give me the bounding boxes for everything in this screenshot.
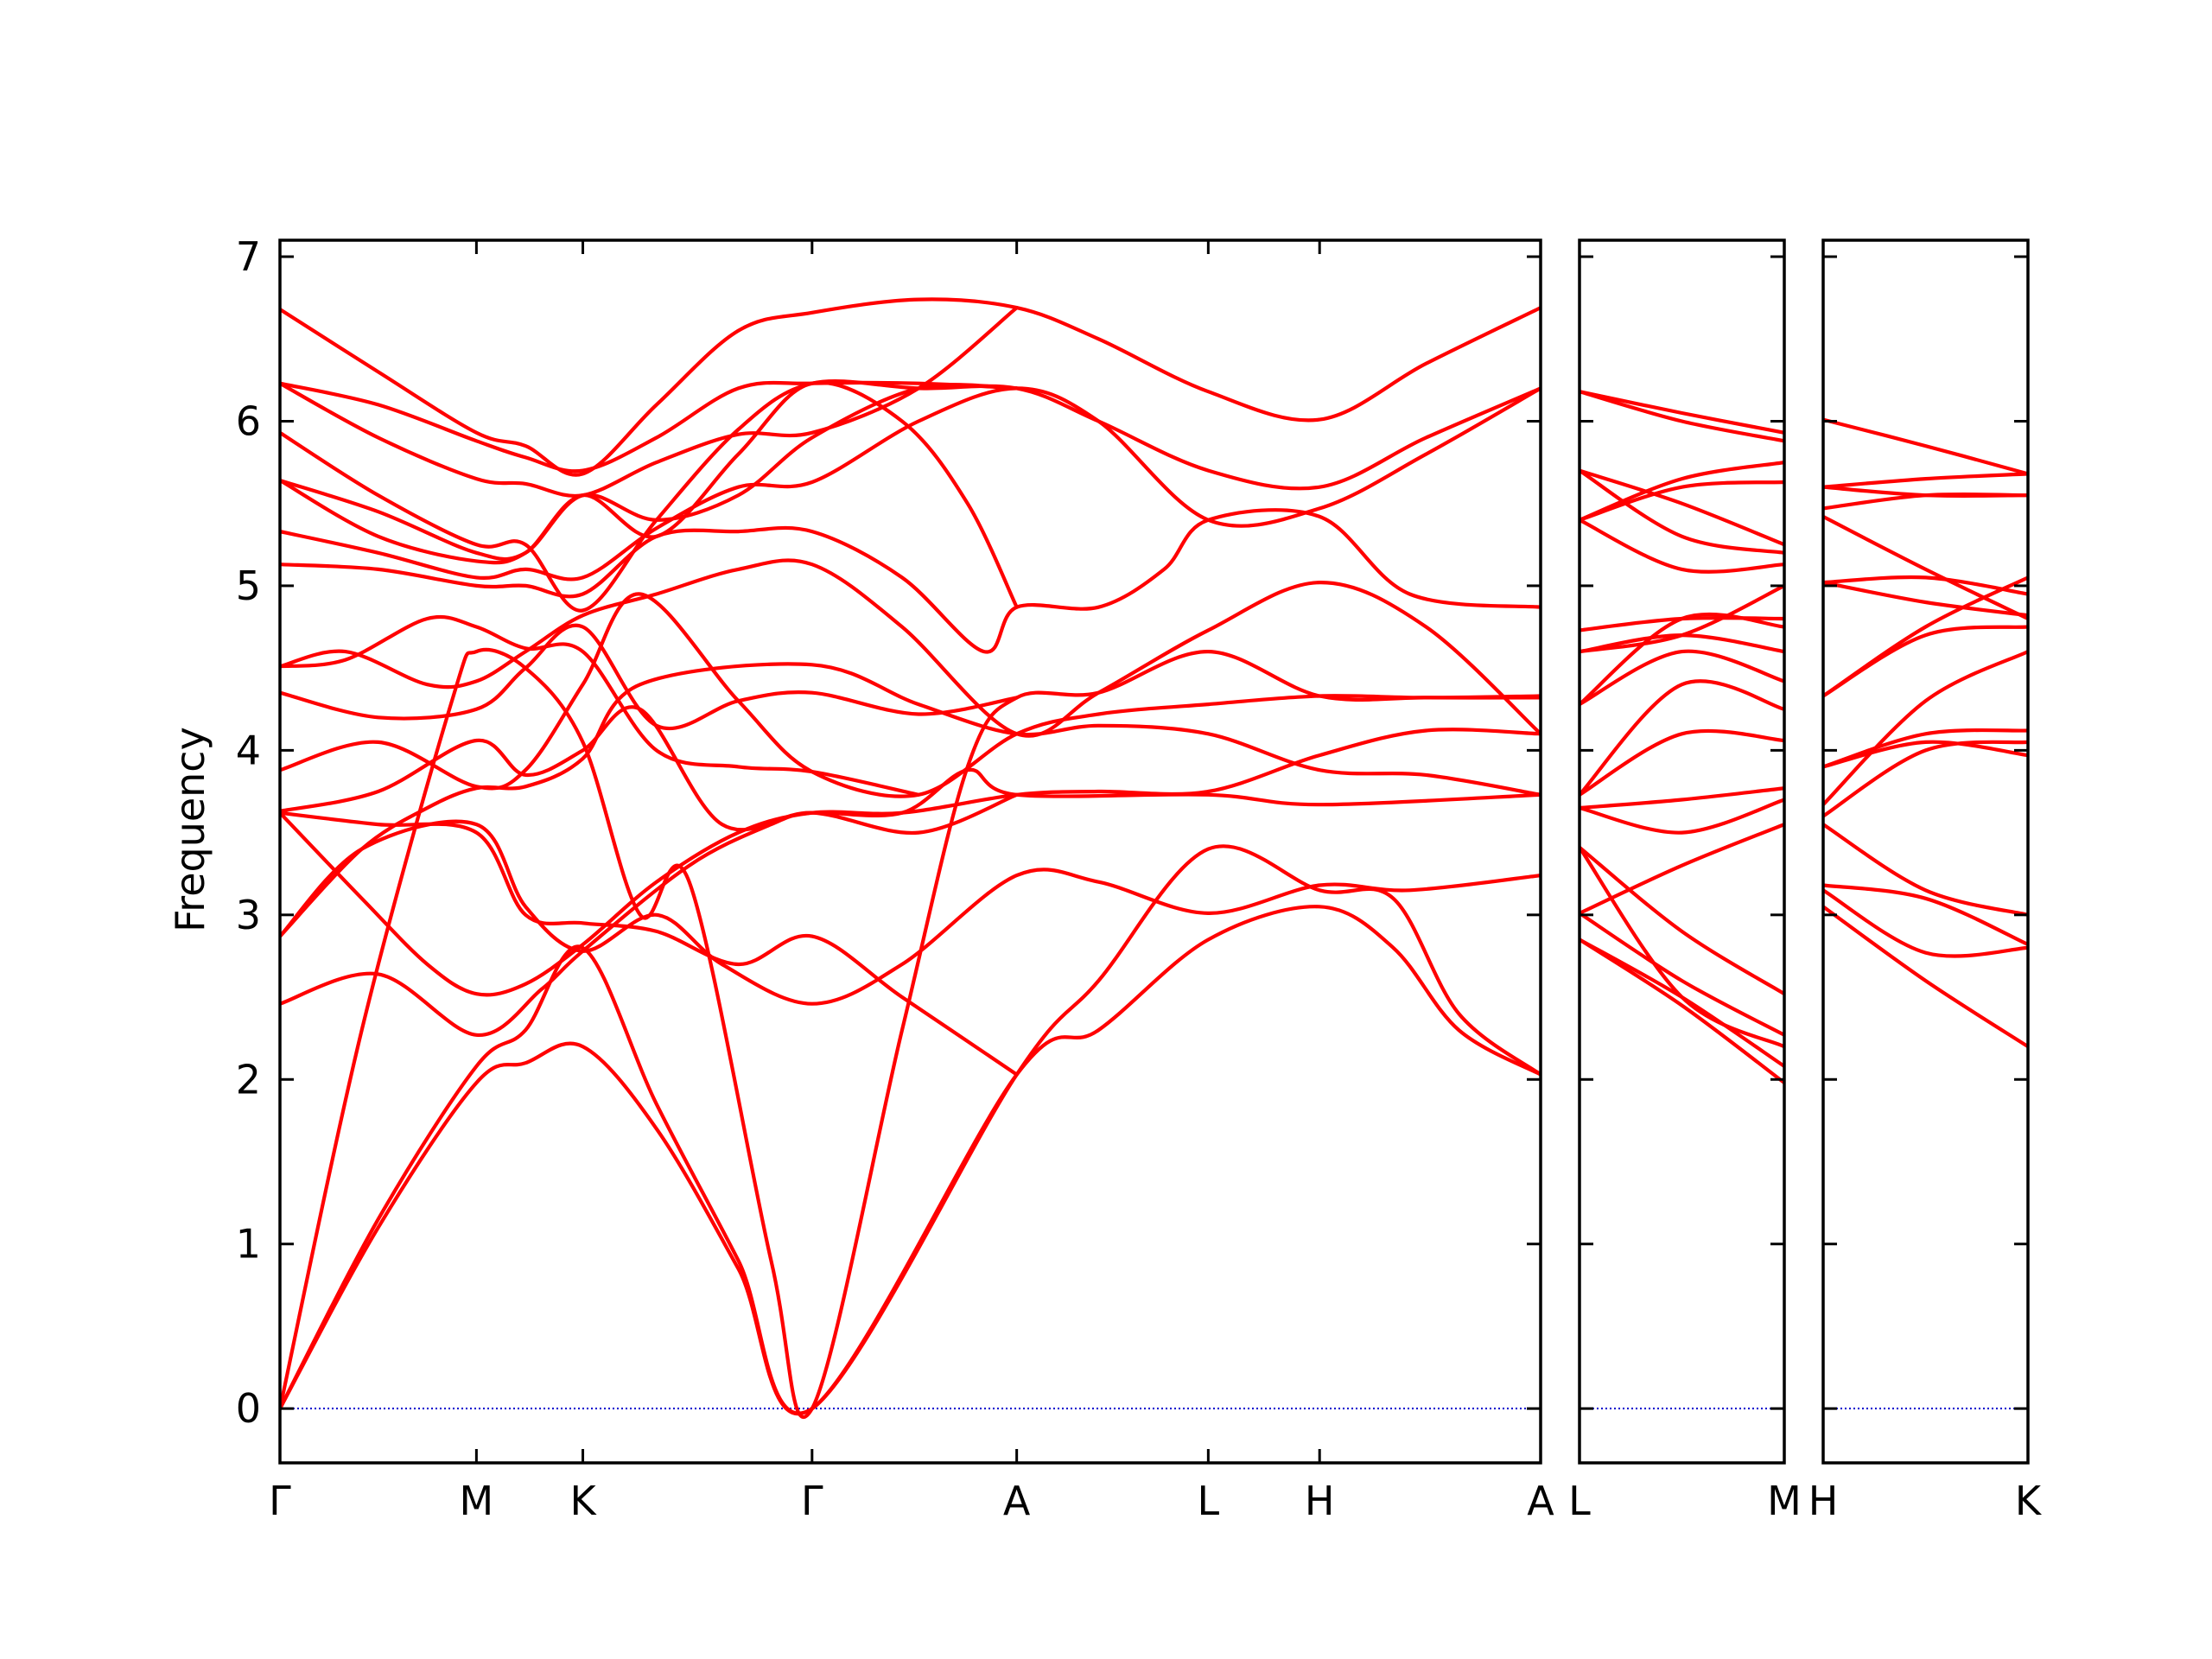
x-tick-label: K bbox=[2015, 1478, 2043, 1524]
y-tick-label: 3 bbox=[236, 892, 261, 938]
band-line bbox=[1580, 786, 1784, 810]
band-line bbox=[280, 662, 1541, 938]
bands bbox=[1580, 390, 1784, 1085]
band-line bbox=[1823, 888, 2028, 958]
band-line bbox=[1823, 581, 2028, 618]
x-tick-label: A bbox=[1003, 1478, 1031, 1524]
panel-1: 0 1 2 3 4 5 6 7 Γ M K Γ A L H A bbox=[236, 233, 1555, 1524]
band-line bbox=[280, 297, 1541, 477]
band-line bbox=[1823, 625, 2028, 698]
band-line bbox=[1823, 485, 2028, 499]
band-line bbox=[1823, 514, 2028, 621]
band-line bbox=[1580, 911, 1784, 1037]
bands bbox=[280, 297, 1541, 1419]
x-tick-label: Γ bbox=[801, 1478, 823, 1524]
band-line bbox=[1580, 390, 1784, 435]
band-line bbox=[1580, 823, 1784, 915]
band-line bbox=[280, 819, 1541, 1006]
band-line bbox=[1580, 845, 1784, 996]
band-line bbox=[1580, 468, 1784, 547]
band-line bbox=[280, 380, 1019, 474]
band-line bbox=[280, 508, 1541, 654]
x-tick-label: M bbox=[1767, 1478, 1802, 1524]
x-tick-label: L bbox=[1568, 1478, 1591, 1524]
y-tick-label: 7 bbox=[236, 233, 261, 280]
band-line bbox=[1580, 518, 1784, 574]
band-line bbox=[1823, 823, 2028, 917]
band-line bbox=[1823, 740, 2028, 818]
y-tick-label: 1 bbox=[236, 1221, 261, 1268]
band-line bbox=[280, 386, 1541, 582]
plot-frame bbox=[1578, 238, 1786, 1465]
x-tick-label: H bbox=[1305, 1478, 1335, 1524]
band-line bbox=[1580, 390, 1784, 443]
band-line bbox=[1823, 728, 2028, 769]
plot-frame bbox=[278, 238, 1542, 1465]
band-line bbox=[1580, 583, 1784, 654]
x-tick-label: K bbox=[569, 1478, 597, 1524]
x-tick-label: Γ bbox=[269, 1478, 291, 1524]
band-line bbox=[280, 844, 1541, 1415]
band-line bbox=[1823, 905, 2028, 1049]
y-tick-label: 2 bbox=[236, 1056, 261, 1103]
band-line bbox=[1580, 938, 1784, 1085]
y-tick-label: 0 bbox=[236, 1385, 261, 1432]
plot-frame bbox=[1821, 238, 2030, 1465]
band-line bbox=[280, 810, 1019, 1077]
band-line bbox=[280, 380, 1019, 609]
y-tick-label: 4 bbox=[236, 727, 261, 773]
band-line bbox=[280, 728, 1541, 997]
bands bbox=[1823, 417, 2028, 1049]
y-tick-label: 5 bbox=[236, 563, 261, 609]
band-line bbox=[280, 905, 1541, 1416]
band-line bbox=[1580, 461, 1784, 522]
band-line bbox=[280, 383, 1019, 562]
band-line bbox=[1823, 575, 2028, 596]
band-line bbox=[280, 705, 1019, 836]
band-line bbox=[1823, 650, 2028, 807]
band-line bbox=[1580, 649, 1784, 707]
band-line bbox=[1580, 798, 1784, 835]
band-line bbox=[1580, 615, 1784, 632]
band-line bbox=[280, 558, 1541, 738]
band-line bbox=[280, 306, 1019, 499]
band-line bbox=[1823, 417, 2028, 476]
band-line bbox=[1823, 472, 2028, 489]
band-line bbox=[280, 614, 921, 797]
band-line bbox=[1580, 728, 1784, 797]
band-line bbox=[1580, 480, 1784, 522]
x-tick-label: L bbox=[1198, 1478, 1220, 1524]
band-line bbox=[1823, 883, 2028, 947]
y-axis-label: Frequency bbox=[167, 727, 213, 932]
band-line bbox=[280, 623, 1019, 731]
band-line bbox=[1580, 468, 1784, 555]
x-tick-label: M bbox=[460, 1478, 494, 1524]
band-line bbox=[1580, 679, 1784, 797]
y-tick-label: 6 bbox=[236, 397, 261, 444]
x-tick-label: H bbox=[1808, 1478, 1839, 1524]
x-tick-label: A bbox=[1527, 1478, 1554, 1524]
band-line bbox=[1580, 845, 1784, 1049]
